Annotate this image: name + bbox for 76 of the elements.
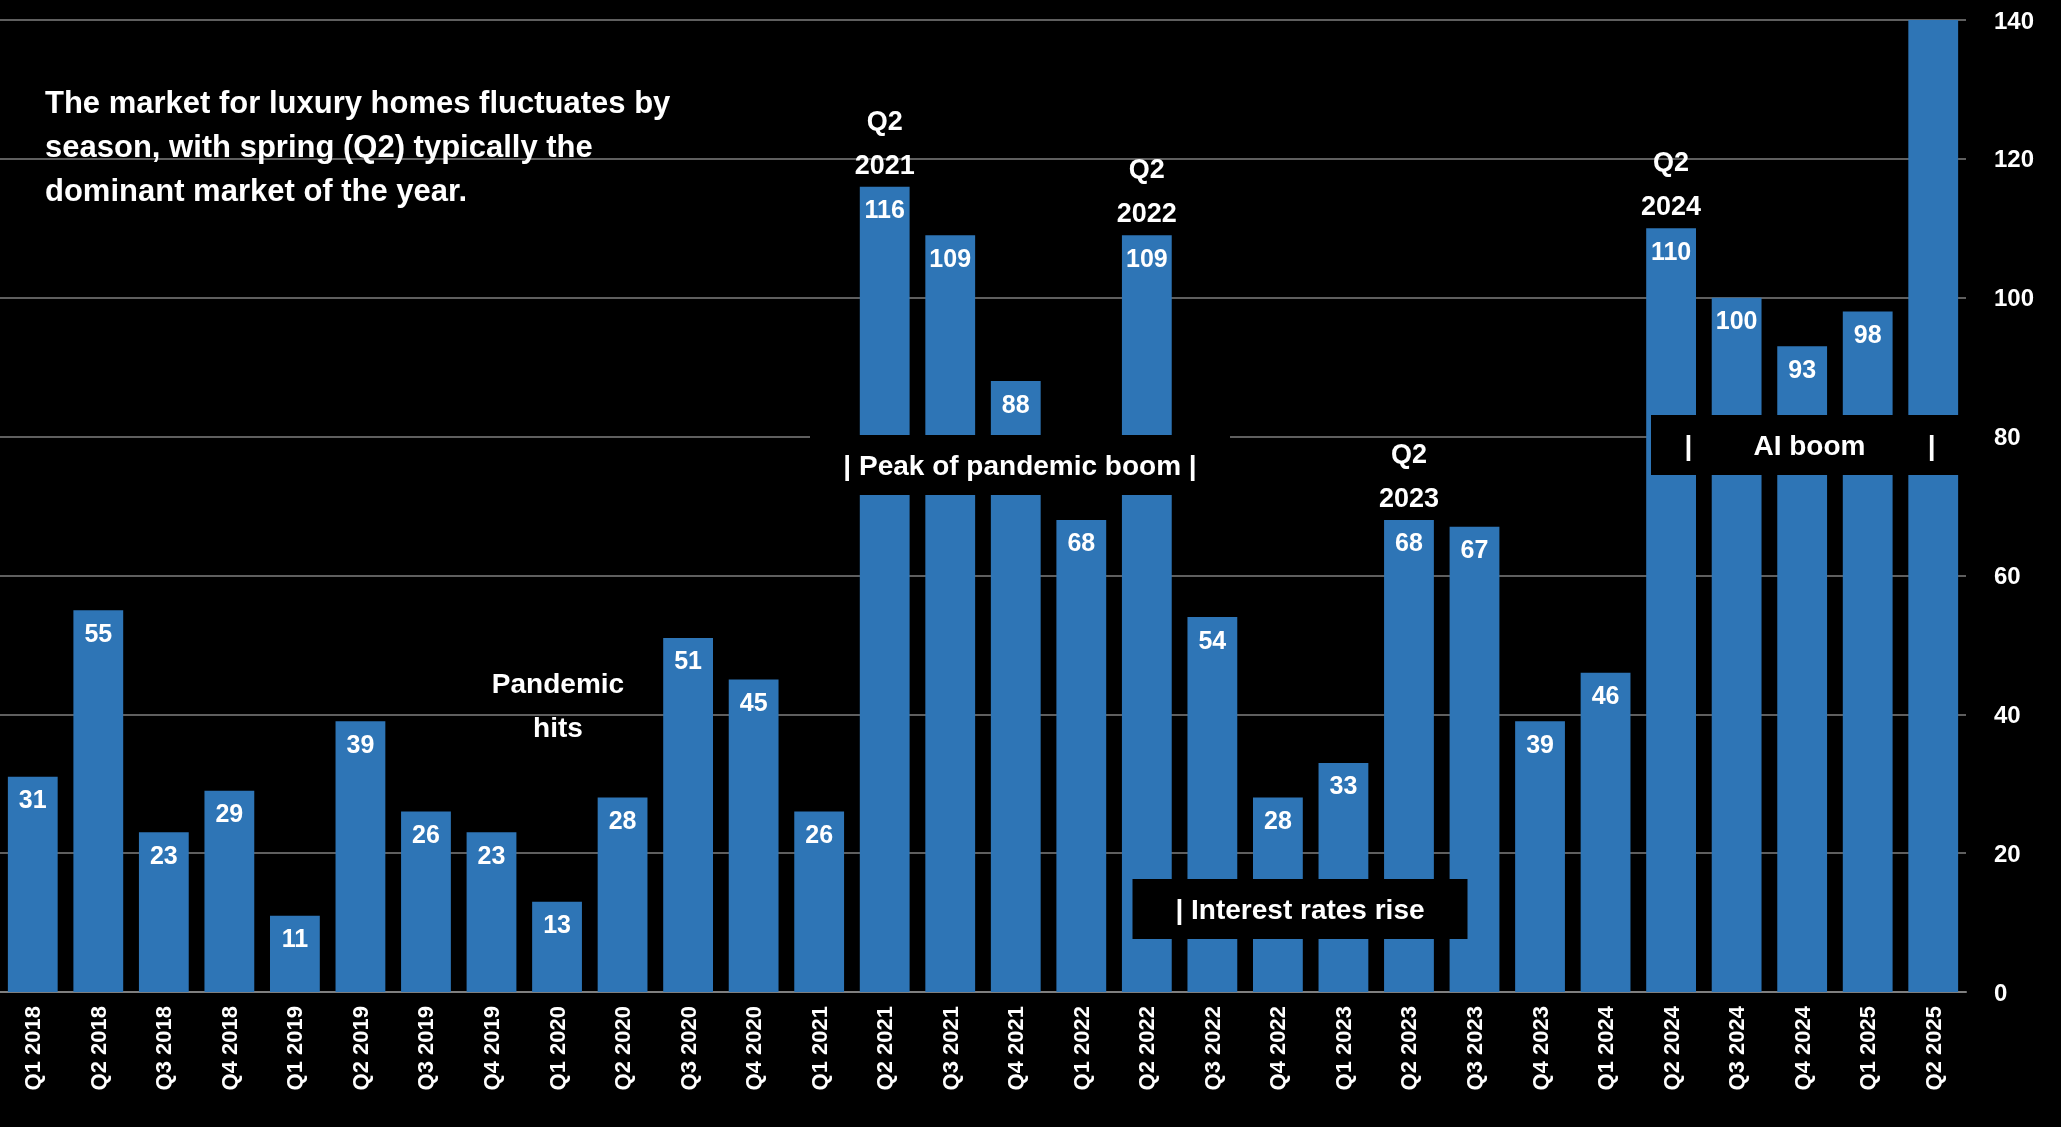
annotation: Pandemic hits xyxy=(491,667,625,743)
annotation: Q2 2023 xyxy=(1378,438,1440,513)
data-label: 67 xyxy=(1460,535,1489,564)
x-tick-label: Q2 2020 xyxy=(610,1006,636,1091)
x-tick-label: Q4 2024 xyxy=(1789,1005,1815,1091)
annotation: Q2 2022 xyxy=(1116,154,1177,229)
y-tick-label: 120 xyxy=(1994,145,2035,173)
x-tick-label: Q2 2022 xyxy=(1134,1006,1160,1091)
data-label: 110 xyxy=(1650,236,1692,265)
x-tick-label: Q3 2020 xyxy=(675,1006,701,1091)
data-label: 23 xyxy=(149,840,178,869)
x-tick-label: Q4 2020 xyxy=(741,1006,767,1091)
annotation: Q2 2021 xyxy=(854,105,915,180)
y-tick-label: 80 xyxy=(1994,423,2021,451)
x-tick-label: Q1 2025 xyxy=(1855,1006,1881,1091)
data-label: 98 xyxy=(1853,320,1882,349)
data-label: 28 xyxy=(608,806,637,835)
data-label: 93 xyxy=(1788,354,1817,383)
data-label: 55 xyxy=(84,618,113,647)
data-label: 68 xyxy=(1395,528,1423,557)
data-label: 39 xyxy=(346,729,375,758)
data-label: 31 xyxy=(18,785,47,814)
x-tick-label: Q1 2019 xyxy=(282,1006,308,1091)
data-label: 46 xyxy=(1591,681,1620,710)
x-tick-label: Q3 2022 xyxy=(1199,1006,1225,1091)
data-label: 33 xyxy=(1329,771,1358,800)
annotation: | AI boom | xyxy=(1684,429,1936,461)
x-tick-label: Q1 2024 xyxy=(1593,1005,1619,1091)
x-tick-label: Q1 2022 xyxy=(1068,1006,1094,1091)
data-label: 88 xyxy=(1001,389,1030,418)
data-label: 11 xyxy=(281,924,309,953)
annotation: | Interest rates rise xyxy=(1175,893,1425,925)
x-tick-label: Q3 2024 xyxy=(1724,1005,1750,1091)
data-label: 26 xyxy=(805,819,834,848)
x-tick-label: Q1 2021 xyxy=(806,1006,832,1091)
x-tick-label: Q4 2018 xyxy=(216,1006,242,1091)
data-label: 26 xyxy=(412,819,440,848)
x-tick-label: Q4 2021 xyxy=(1003,1006,1029,1091)
x-tick-label: Q4 2023 xyxy=(1527,1006,1553,1091)
x-tick-label: Q2 2021 xyxy=(872,1006,898,1091)
data-label: 28 xyxy=(1263,806,1292,835)
data-label: 68 xyxy=(1067,528,1096,557)
x-tick-label: Q2 2023 xyxy=(1396,1006,1422,1091)
x-tick-label: Q4 2019 xyxy=(479,1006,504,1091)
x-tick-label: Q1 2023 xyxy=(1330,1006,1356,1091)
x-tick-label: Q3 2018 xyxy=(151,1006,177,1091)
x-tick-label: Q3 2023 xyxy=(1462,1006,1487,1091)
y-tick-label: 20 xyxy=(1994,839,2021,867)
data-label: 29 xyxy=(215,799,244,828)
annotation: Q2 2024 xyxy=(1641,147,1702,222)
data-label: 109 xyxy=(929,243,972,272)
x-tick-label: Q2 2025 xyxy=(1920,1006,1946,1091)
y-tick-label: 40 xyxy=(1994,700,2021,728)
data-label: 116 xyxy=(864,195,905,224)
x-tick-label: Q2 2018 xyxy=(85,1006,111,1091)
data-label: 100 xyxy=(1715,306,1758,335)
data-label: 23 xyxy=(477,840,506,869)
x-tick-label: Q3 2021 xyxy=(937,1006,963,1091)
x-tick-label: Q3 2019 xyxy=(413,1006,439,1091)
y-tick-label: 100 xyxy=(1994,284,2035,312)
data-label: 109 xyxy=(1125,243,1168,272)
data-label: 54 xyxy=(1198,625,1227,654)
data-label: 13 xyxy=(543,910,571,939)
data-label: 51 xyxy=(674,646,703,675)
annotation: The market for luxury homes fluctuates by season, with spring (Q2) typically the dominant market of the year. xyxy=(45,84,679,208)
x-tick-label: Q2 2024 xyxy=(1658,1005,1684,1091)
x-tick-label: Q2 2019 xyxy=(347,1006,373,1091)
data-label: 45 xyxy=(739,688,768,717)
x-tick-label: Q1 2020 xyxy=(544,1006,570,1091)
x-tick-label: Q4 2022 xyxy=(1265,1006,1291,1091)
y-tick-label: 60 xyxy=(1994,561,2021,589)
y-tick-label: 140 xyxy=(1994,6,2035,34)
y-tick-label: 0 xyxy=(1994,978,2008,1006)
x-tick-label: Q1 2018 xyxy=(20,1006,46,1091)
annotation: | Peak of pandemic boom | xyxy=(843,449,1197,481)
data-label: 39 xyxy=(1526,729,1554,758)
